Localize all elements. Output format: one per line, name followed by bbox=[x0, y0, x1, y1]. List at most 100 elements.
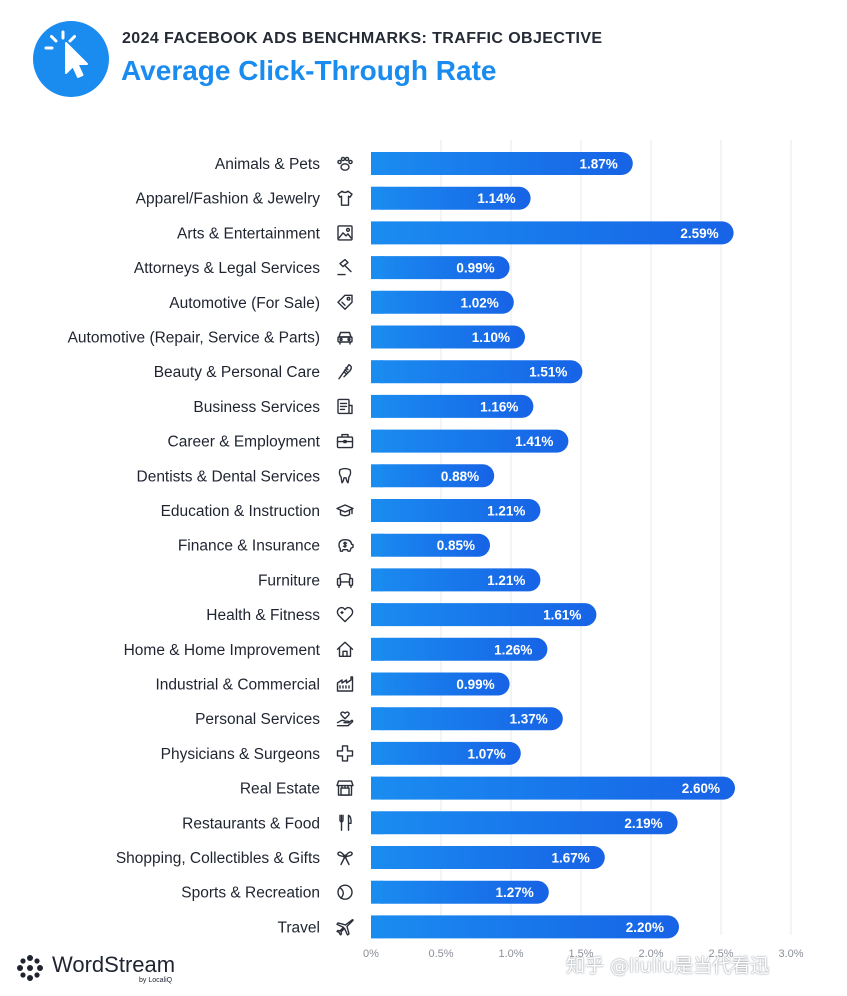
bar bbox=[371, 672, 510, 696]
category-label: Restaurants & Food bbox=[182, 815, 320, 832]
bar bbox=[371, 325, 525, 349]
bar-value-label: 1.61% bbox=[543, 608, 581, 623]
category-label: Finance & Insurance bbox=[178, 538, 320, 555]
category-label: Shopping, Collectibles & Gifts bbox=[116, 850, 320, 867]
bar-value-label: 1.21% bbox=[487, 573, 525, 588]
category-label: Real Estate bbox=[240, 781, 320, 798]
wordstream-logo: WordStream by LocaliQ bbox=[14, 950, 184, 990]
x-tick-label: 1.5% bbox=[568, 948, 593, 960]
bar-value-label: 1.02% bbox=[461, 295, 499, 310]
x-tick-label: 3.0% bbox=[778, 948, 803, 960]
bar-base bbox=[371, 221, 383, 245]
bar bbox=[371, 499, 541, 522]
bar-base bbox=[371, 290, 383, 314]
bar bbox=[371, 429, 569, 453]
chart-category-icons bbox=[336, 156, 354, 936]
bar bbox=[371, 637, 548, 661]
bar-value-label: 1.67% bbox=[552, 851, 590, 866]
bar-value-label: 1.51% bbox=[529, 365, 567, 380]
bar-base bbox=[371, 499, 383, 522]
bar bbox=[371, 915, 679, 939]
tooth-icon bbox=[338, 467, 352, 484]
car-icon bbox=[337, 331, 353, 345]
bar bbox=[371, 741, 521, 765]
bar-value-label: 2.19% bbox=[624, 816, 662, 831]
chart-x-axis: 0% 0.5% 1.0% 1.5% 2.0% 2.5% 3.0% bbox=[363, 948, 804, 960]
bar bbox=[371, 568, 541, 592]
bar bbox=[371, 394, 534, 418]
bar-base bbox=[371, 360, 383, 384]
x-tick-label: 0.5% bbox=[428, 948, 453, 960]
bar-value-label: 2.20% bbox=[626, 920, 664, 935]
bar-value-label: 0.85% bbox=[437, 538, 475, 553]
category-label: Career & Employment bbox=[168, 434, 321, 451]
bar-value-label: 0.88% bbox=[441, 469, 479, 484]
bar-base bbox=[371, 741, 383, 765]
tshirt-icon bbox=[337, 190, 353, 206]
category-label: Arts & Entertainment bbox=[177, 225, 321, 242]
bar-base bbox=[371, 394, 383, 418]
bar bbox=[371, 360, 583, 384]
gift-bow-icon bbox=[337, 851, 353, 866]
chart-bars: 1.87% 1.14% 2.59% 0.99% 1.02% 1.10% 1.51% 1.16%… bbox=[371, 152, 735, 939]
category-label: Business Services bbox=[193, 399, 320, 416]
bar-base bbox=[371, 256, 383, 280]
category-label: Sports & Recreation bbox=[181, 885, 320, 902]
bar-value-label: 1.14% bbox=[477, 191, 515, 206]
category-label: Health & Fitness bbox=[206, 607, 320, 624]
bar-base bbox=[371, 603, 383, 627]
bar-value-label: 1.27% bbox=[496, 885, 534, 900]
bar bbox=[371, 221, 734, 245]
airplane-icon bbox=[336, 918, 354, 936]
watermark: 知乎 @liuliu是当代看迅 bbox=[566, 955, 770, 977]
bar-value-label: 1.10% bbox=[472, 330, 510, 345]
bar-value-label: 1.87% bbox=[580, 157, 618, 172]
paw-icon bbox=[337, 156, 353, 171]
bar bbox=[371, 707, 563, 731]
brand-tagline: by LocaliQ bbox=[139, 977, 173, 984]
bar-value-label: 1.41% bbox=[515, 434, 553, 449]
bar-value-label: 0.99% bbox=[456, 261, 494, 276]
storefront-icon bbox=[336, 780, 354, 796]
hand-heart-icon bbox=[336, 711, 354, 727]
heart-icon bbox=[336, 606, 354, 623]
wordstream-logo-icon bbox=[17, 955, 43, 981]
brand-name: WordStream bbox=[52, 952, 176, 977]
bar-value-label: 0.99% bbox=[456, 677, 494, 692]
x-tick-label: 2.5% bbox=[708, 948, 733, 960]
x-tick-label: 2.0% bbox=[638, 948, 663, 960]
briefcase-icon bbox=[336, 433, 354, 449]
x-tick-label: 1.0% bbox=[498, 948, 523, 960]
comb-icon bbox=[338, 364, 352, 380]
bar bbox=[371, 256, 510, 280]
cursor-click-icon bbox=[33, 21, 109, 97]
bar-base bbox=[371, 672, 383, 696]
factory-icon bbox=[336, 676, 354, 692]
category-label: Dentists & Dental Services bbox=[137, 468, 321, 485]
category-label: Apparel/Fashion & Jewelry bbox=[136, 191, 321, 208]
bar-base bbox=[371, 325, 383, 349]
bar-value-label: 1.21% bbox=[487, 504, 525, 519]
armchair-icon bbox=[336, 572, 354, 589]
bar-base bbox=[371, 915, 383, 939]
category-label: Attorneys & Legal Services bbox=[134, 260, 320, 277]
medical-cross-icon bbox=[336, 745, 354, 762]
bar-base bbox=[371, 811, 383, 835]
category-label: Animals & Pets bbox=[215, 156, 320, 173]
bar-base bbox=[371, 152, 383, 175]
category-label: Industrial & Commercial bbox=[155, 677, 320, 694]
bar-value-label: 1.26% bbox=[494, 642, 532, 657]
category-label: Automotive (For Sale) bbox=[169, 295, 320, 312]
fork-knife-icon bbox=[339, 814, 352, 831]
bar-value-label: 2.60% bbox=[682, 781, 720, 796]
category-label: Education & Instruction bbox=[161, 503, 320, 520]
category-label: Travel bbox=[278, 919, 321, 936]
ball-icon bbox=[337, 884, 353, 900]
bar-base bbox=[371, 776, 383, 800]
bar-value-label: 1.37% bbox=[510, 712, 548, 727]
bar bbox=[371, 152, 633, 175]
document-icon bbox=[337, 398, 353, 415]
bar bbox=[371, 880, 549, 904]
bar-value-label: 2.59% bbox=[680, 226, 718, 241]
